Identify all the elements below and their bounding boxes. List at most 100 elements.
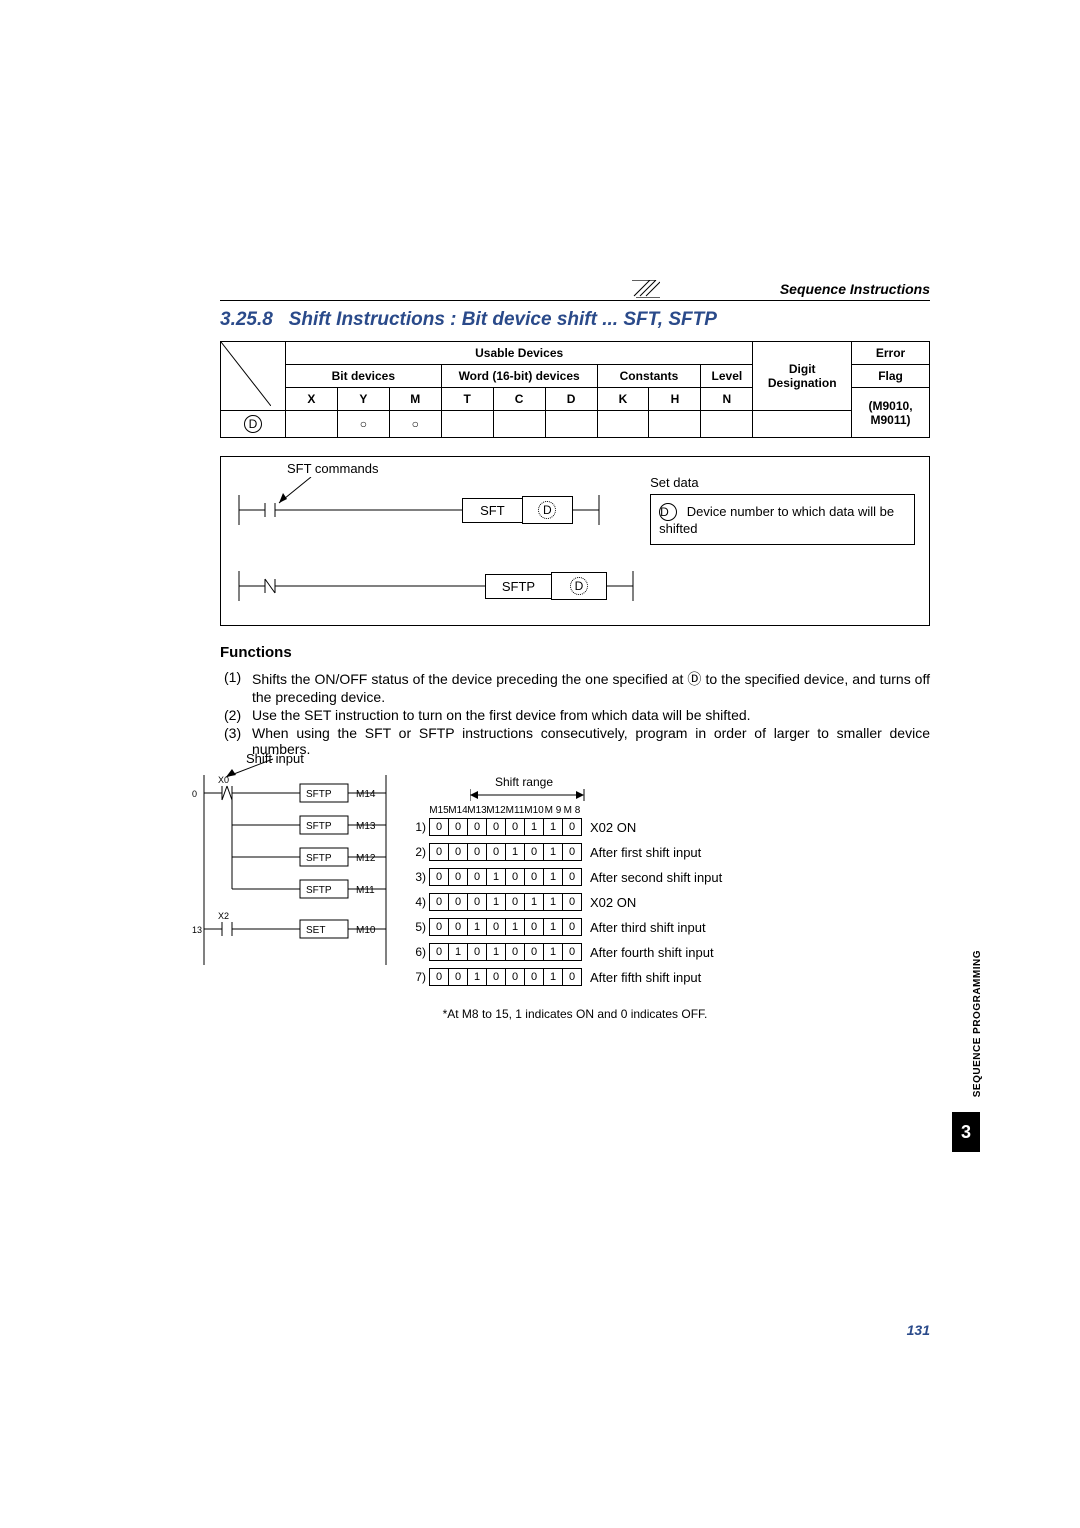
bit-col-header: M14: [448, 805, 468, 816]
row-num: 7): [408, 970, 426, 984]
bit-cell: 1: [543, 868, 563, 886]
svg-text:M10: M10: [356, 925, 376, 936]
svg-text:SFTP: SFTP: [306, 789, 332, 800]
section-number: 3.25.8: [220, 309, 273, 330]
bit-cell: 0: [486, 968, 506, 986]
bit-cell: 0: [448, 868, 468, 886]
func-text: Use the SET instruction to turn on the f…: [252, 707, 751, 723]
section-title-text: Shift Instructions : Bit device shift ..…: [289, 309, 717, 330]
shift-input-label: Shift input: [246, 751, 304, 766]
bit-cell: 1: [543, 893, 563, 911]
header-line: Sequence Instructions: [220, 280, 930, 301]
col-M: M: [389, 388, 441, 411]
bit-cell: 1: [524, 818, 544, 836]
bit-cell: 1: [486, 943, 506, 961]
hatch-icon: [632, 280, 660, 298]
bit-cell: 0: [448, 968, 468, 986]
ladder-diagram: SFT commands SFT D Set data D: [220, 456, 930, 626]
bit-row: 3)00010010After second shift input: [408, 868, 722, 886]
bit-cell: 1: [505, 918, 525, 936]
bit-cell: 0: [429, 893, 449, 911]
ladder-line-1: [235, 495, 462, 525]
bit-cell: 1: [486, 868, 506, 886]
row-label: After fifth shift input: [590, 970, 701, 985]
col-Y: Y: [337, 388, 389, 411]
row-num: 6): [408, 945, 426, 959]
designation-label: Designation: [768, 376, 837, 390]
sft-box: SFT: [462, 498, 522, 523]
sftp-box: SFTP: [485, 574, 551, 599]
row-label: X02 ON: [590, 895, 636, 910]
bit-header-row: M15M14M13M12M11M10M 9M 8: [430, 805, 722, 816]
cell-M: ○: [389, 411, 441, 438]
bit-cell: 0: [467, 843, 487, 861]
svg-text:13: 13: [192, 925, 202, 935]
cell-H: [649, 411, 701, 438]
cell-D: [545, 411, 597, 438]
bit-cell: 0: [562, 943, 582, 961]
bit-cell: 1: [543, 843, 563, 861]
ladder-program: Shift input 0X0SFTPM14SFTPM13SFTPM12SFTP…: [190, 775, 390, 970]
col-K: K: [597, 388, 649, 411]
bit-cell: 1: [467, 968, 487, 986]
svg-text:SFTP: SFTP: [306, 853, 332, 864]
col-D: D: [545, 388, 597, 411]
range-arrow: [470, 789, 630, 803]
svg-text:M11: M11: [356, 885, 375, 896]
func-text: When using the SFT or SFTP instructions …: [252, 725, 930, 757]
circled-d: D: [244, 415, 262, 433]
digit-header: Digit Designation: [753, 342, 852, 411]
footnote: *At M8 to 15, 1 indicates ON and 0 indic…: [220, 1007, 930, 1021]
bit-cell: 0: [562, 818, 582, 836]
bit-cell: 0: [505, 868, 525, 886]
bit-cell: 0: [467, 868, 487, 886]
row-num: 4): [408, 895, 426, 909]
bit-cell: 0: [448, 843, 468, 861]
svg-text:0: 0: [192, 789, 197, 799]
svg-text:X2: X2: [218, 911, 229, 921]
svg-text:SET: SET: [306, 925, 325, 936]
constants-header: Constants: [597, 365, 701, 388]
bit-cell: 0: [524, 918, 544, 936]
svg-text:M14: M14: [356, 789, 376, 800]
row-label: After second shift input: [590, 870, 722, 885]
bit-col-header: M 9: [543, 805, 563, 816]
bit-cell: 0: [524, 943, 544, 961]
bit-cell: 0: [505, 893, 525, 911]
cell-N: [701, 411, 753, 438]
bit-cell: 0: [562, 868, 582, 886]
row-num: 3): [408, 870, 426, 884]
bit-cell: 1: [543, 918, 563, 936]
svg-text:M12: M12: [356, 853, 376, 864]
func-num: (1): [224, 669, 252, 705]
bit-cell: 0: [562, 893, 582, 911]
level-header: Level: [701, 365, 753, 388]
bit-cell: 0: [524, 843, 544, 861]
word-header: Word (16-bit) devices: [441, 365, 597, 388]
bit-cell: 1: [543, 968, 563, 986]
bit-cell: 0: [448, 893, 468, 911]
row-num: 1): [408, 820, 426, 834]
cell-K: [597, 411, 649, 438]
page-tab: 3: [952, 1112, 980, 1152]
bit-cell: 0: [505, 818, 525, 836]
ladder-end-2: [607, 571, 637, 601]
col-T: T: [441, 388, 493, 411]
setdata-box: D Device number to which data will be sh…: [650, 494, 915, 545]
svg-text:M13: M13: [356, 821, 376, 832]
bit-row: 7)00100010After fifth shift input: [408, 968, 722, 986]
sidebar-label: SEQUENCE PROGRAMMING: [972, 950, 983, 1097]
bit-cell: 1: [524, 893, 544, 911]
bit-cell: 0: [562, 843, 582, 861]
digit-label: Digit: [789, 362, 816, 376]
col-C: C: [493, 388, 545, 411]
bit-row: 2)00001010After first shift input: [408, 843, 722, 861]
bit-cell: 1: [486, 893, 506, 911]
cell-X: [285, 411, 337, 438]
bit-header: Bit devices: [285, 365, 441, 388]
bit-grid: 1)00000110X02 ON2)00001010After first sh…: [408, 818, 722, 986]
bit-cell: 0: [429, 968, 449, 986]
error-flag-cell: (M9010, M9011): [852, 388, 930, 438]
setdata-desc: Device number to which data will be shif…: [659, 504, 894, 536]
svg-text:SFTP: SFTP: [306, 885, 332, 896]
